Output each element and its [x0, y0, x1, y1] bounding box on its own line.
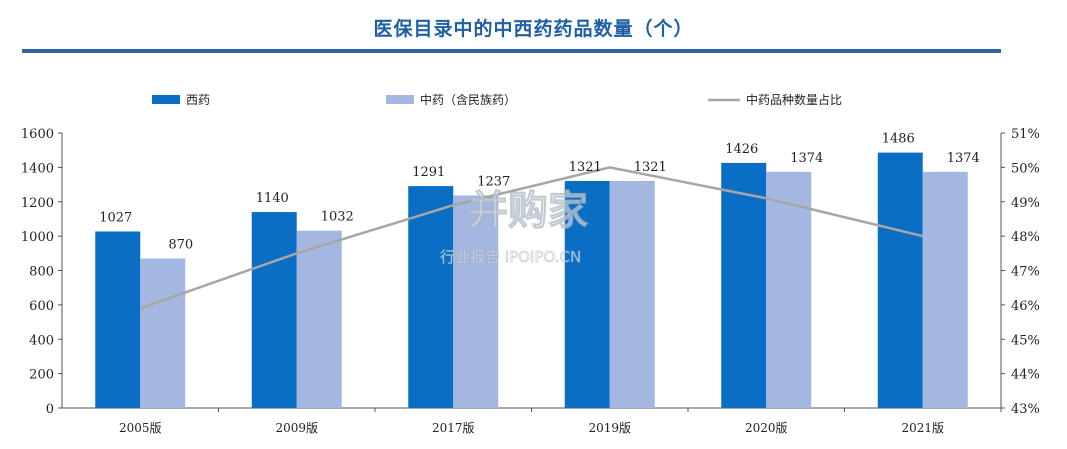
bar-western: [721, 162, 767, 408]
left-tick-label: 600: [29, 299, 54, 314]
x-tick-label: 2019版: [588, 421, 631, 435]
bar-western: [564, 180, 610, 408]
label-tcm: 1321: [634, 160, 667, 175]
right-tick-label: 48%: [1011, 230, 1040, 245]
legend-swatch-western: [152, 95, 180, 104]
label-western: 1426: [725, 142, 758, 157]
label-tcm: 1374: [947, 151, 980, 166]
left-tick-label: 0: [46, 402, 54, 417]
label-western: 1291: [412, 165, 445, 180]
legend-label-tcm: 中药（含民族药）: [420, 92, 516, 107]
left-tick-label: 1000: [21, 230, 54, 245]
x-tick-label: 2005版: [119, 421, 162, 435]
right-tick-label: 46%: [1011, 299, 1040, 314]
left-tick-label: 400: [29, 333, 54, 348]
bar-tcm: [140, 258, 186, 408]
x-tick-label: 2009版: [275, 421, 318, 435]
bar-western: [408, 186, 454, 408]
right-tick-label: 47%: [1011, 265, 1040, 280]
axes: 0 200 400 600 800 1000 1200 1400 1600 43% 44% 45% 46…: [21, 127, 1040, 435]
bar-western: [95, 231, 141, 408]
bar-tcm: [609, 180, 655, 408]
label-western: 1486: [882, 132, 915, 147]
label-western: 1140: [256, 191, 289, 206]
legend-label-ratio: 中药品种数量占比: [746, 92, 842, 107]
watermark-brand: 并购家: [468, 188, 588, 234]
x-tick-label: 2021版: [901, 421, 944, 435]
right-tick-label: 50%: [1011, 161, 1040, 176]
bar-western: [251, 212, 297, 408]
label-western: 1027: [99, 210, 132, 225]
label-tcm: 870: [168, 237, 193, 252]
right-tick-label: 45%: [1011, 333, 1040, 348]
bar-tcm: [922, 171, 968, 408]
ratio-line: [139, 166, 924, 310]
bar-tcm: [766, 171, 812, 408]
title-rule: [22, 49, 1001, 53]
right-tick-label: 44%: [1011, 368, 1040, 383]
right-tick-label: 51%: [1011, 127, 1040, 142]
right-tick-label: 43%: [1011, 402, 1040, 417]
x-tick-label: 2020版: [745, 421, 788, 435]
right-tick-label: 49%: [1011, 196, 1040, 211]
label-tcm: 1032: [321, 210, 354, 225]
left-tick-label: 1600: [21, 127, 54, 142]
legend-swatch-tcm: [386, 95, 414, 104]
legend: 西药 中药（含民族药） 中药品种数量占比: [152, 92, 842, 107]
label-tcm: 1237: [477, 174, 510, 189]
x-tick-label: 2017版: [432, 421, 475, 435]
bar-tcm: [296, 230, 342, 408]
watermark-sub: 行业报告 IPOIPO.CN: [440, 248, 581, 266]
bars: [95, 152, 968, 408]
left-tick-label: 1400: [21, 161, 54, 176]
left-tick-label: 800: [29, 265, 54, 280]
bar-tcm: [453, 195, 499, 408]
bar-western: [877, 152, 923, 408]
legend-label-western: 西药: [186, 93, 210, 107]
label-western: 1321: [569, 160, 602, 175]
data-labels: 1027 870 1140 1032 1291 1237 1321 1321 1426 1374 1…: [99, 132, 980, 253]
label-tcm: 1374: [790, 151, 823, 166]
left-tick-label: 200: [29, 368, 54, 383]
ratio-line-path: [139, 166, 924, 310]
chart-title: 医保目录中的中西药药品数量（个）: [373, 18, 694, 40]
left-tick-label: 1200: [21, 196, 54, 211]
